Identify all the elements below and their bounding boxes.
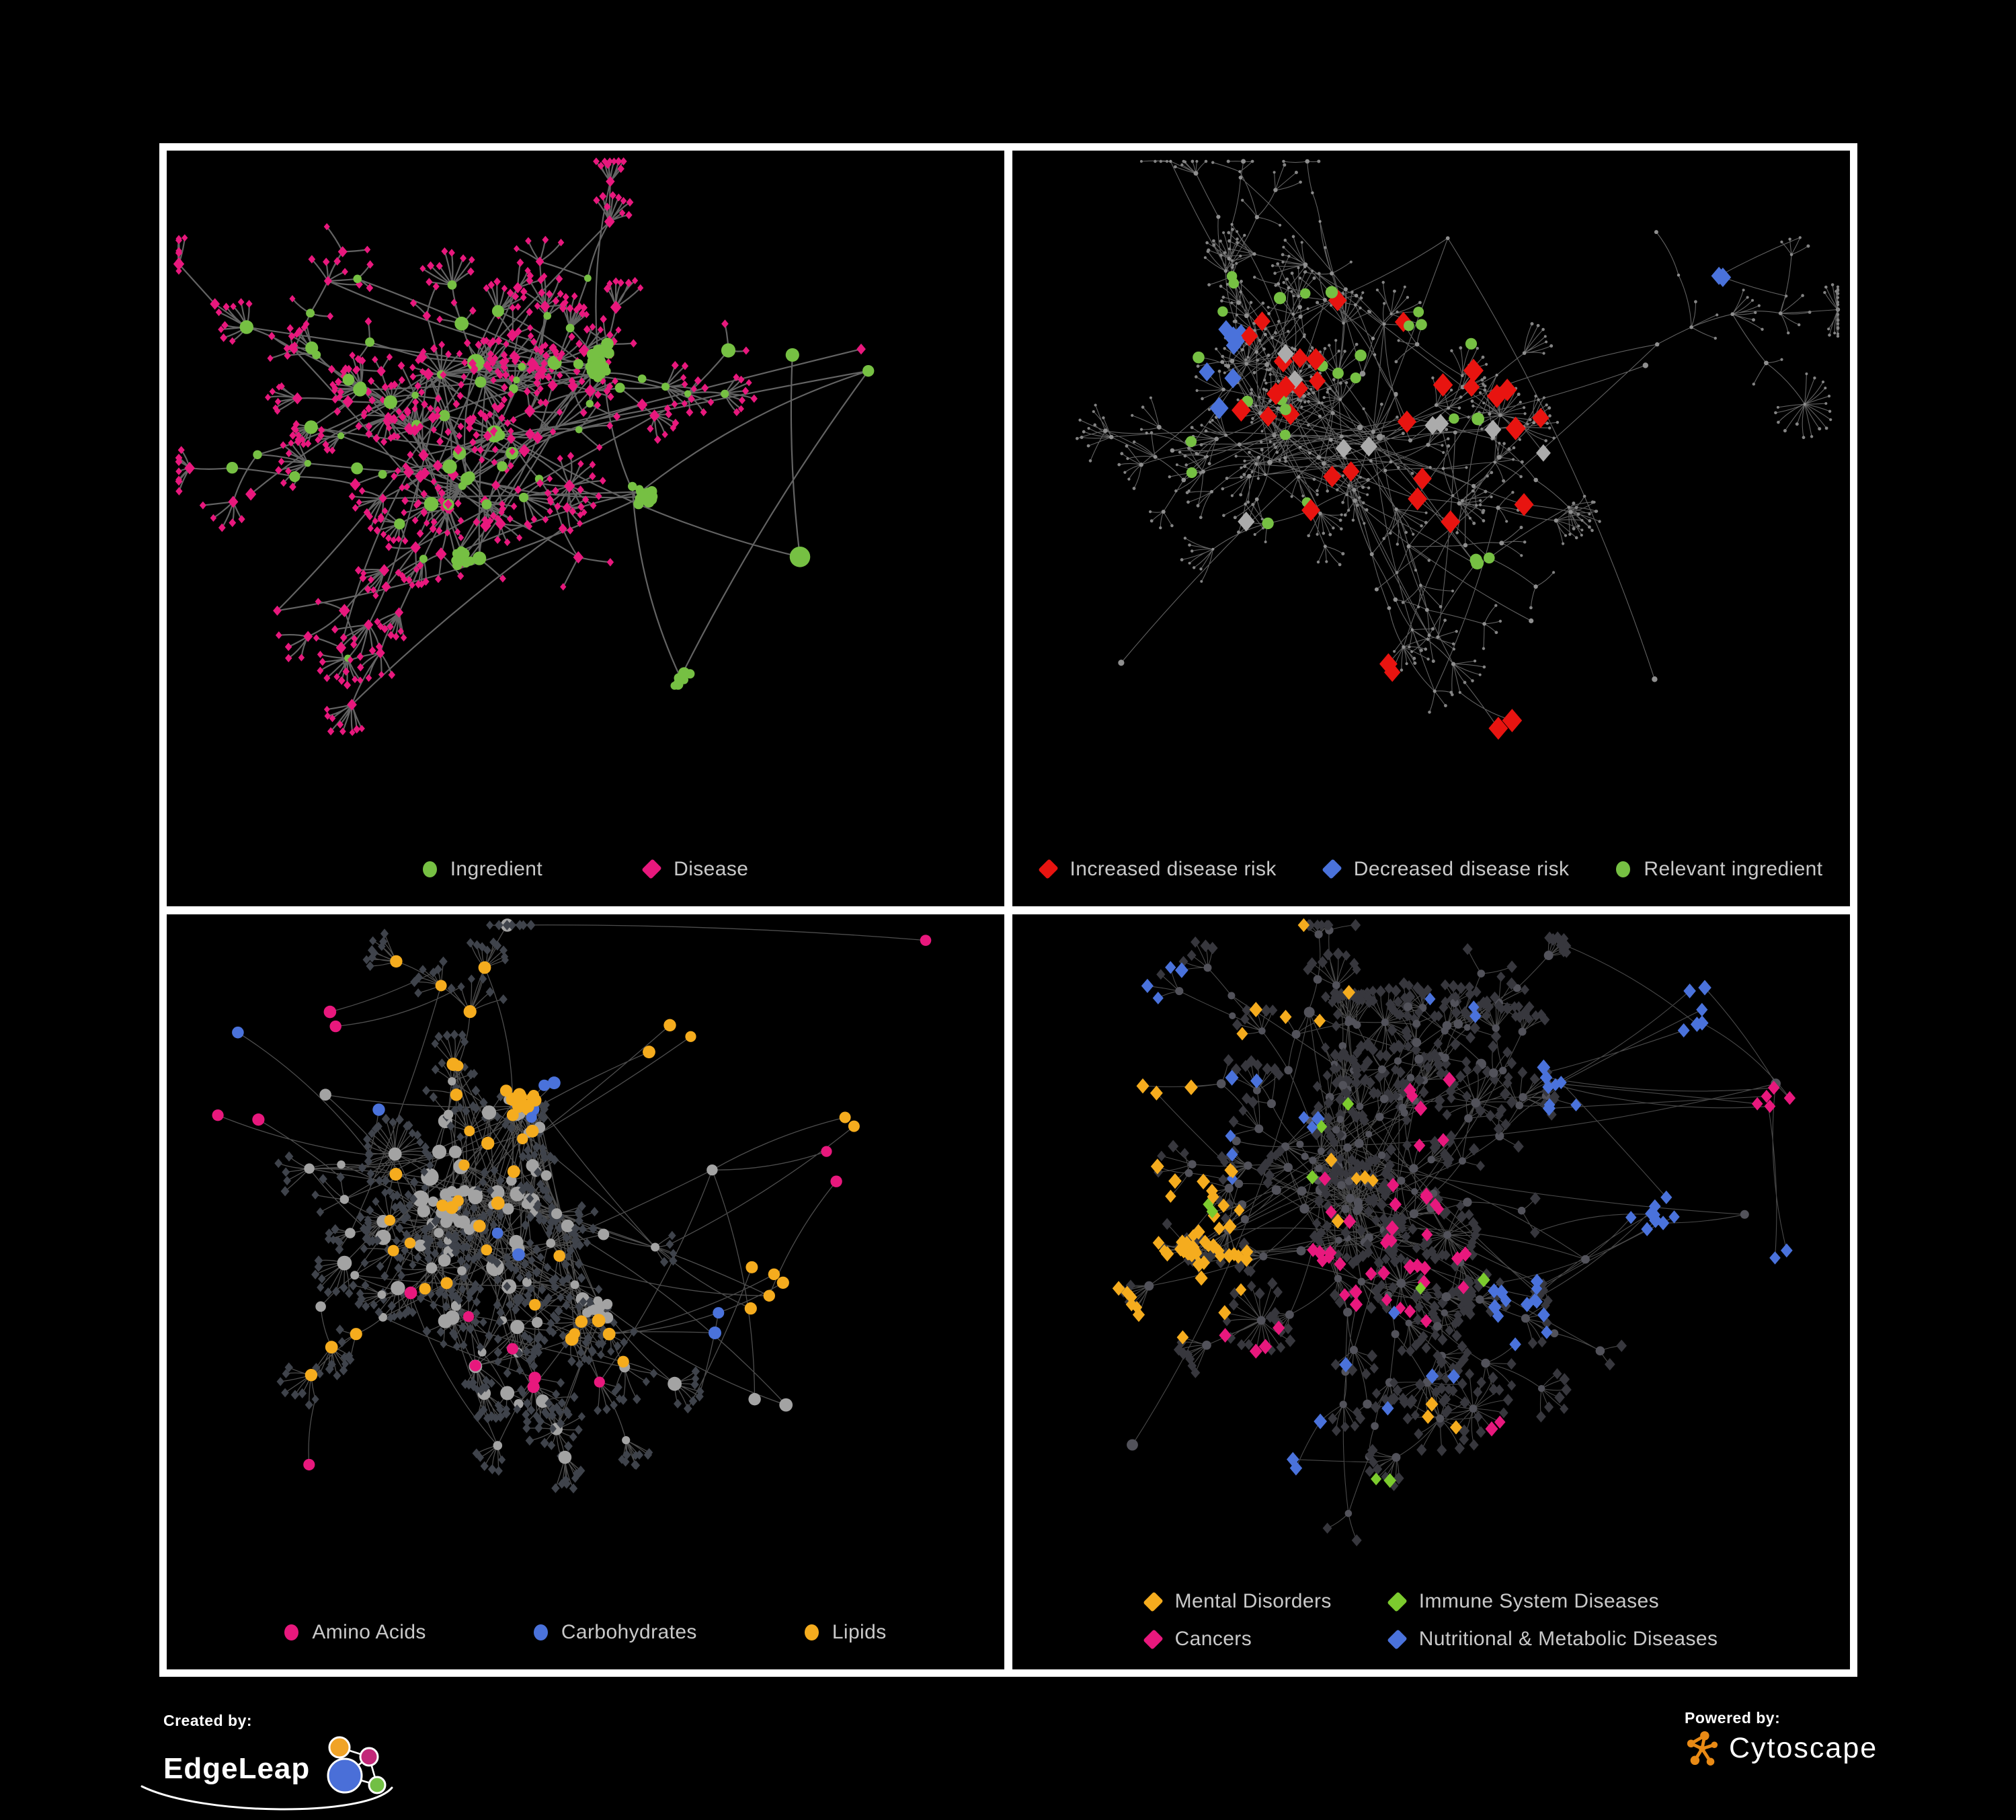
network-canvas-disease-risk	[1076, 159, 1841, 740]
cytoscape-credit: Powered by: Cytoscape	[1685, 1709, 1878, 1768]
legend-item: Disease	[641, 857, 749, 881]
circle-swatch	[533, 1624, 548, 1640]
diamond-swatch	[1037, 859, 1059, 879]
diamond-swatch	[1142, 1628, 1164, 1650]
legend-label: Increased disease risk	[1070, 857, 1277, 880]
legend-item: Lipids	[804, 1621, 887, 1644]
legend-item: Amino Acids	[284, 1621, 426, 1644]
network-canvas-ingredient-disease	[173, 157, 875, 736]
panel-disease-class-network: Mental Disorders Immune System Diseases Ca…	[1012, 914, 1850, 1669]
legend-label: Decreased disease risk	[1353, 857, 1570, 880]
legend-item: Relevant ingredient	[1616, 858, 1822, 881]
legend-label: Ingredient	[450, 857, 543, 880]
legend-item: Immune System Diseases	[1387, 1590, 1718, 1613]
diamond-swatch	[1142, 1591, 1164, 1612]
legend-label: Disease	[674, 857, 749, 880]
legend: Ingredient Disease	[180, 858, 991, 881]
created-by-label: Created by:	[163, 1712, 253, 1729]
diamond-swatch	[1322, 859, 1342, 879]
diamond-swatch	[641, 859, 662, 879]
powered-by-label: Powered by:	[1685, 1709, 1781, 1727]
legend-item: Ingredient	[422, 857, 543, 881]
legend-item: Mental Disorders	[1142, 1590, 1332, 1613]
circle-swatch	[1616, 861, 1631, 877]
legend: Mental Disorders Immune System Diseases Ca…	[1026, 1590, 1837, 1651]
legend-label: Carbohydrates	[561, 1621, 697, 1643]
edgeleap-credit: Created by: EdgeLeap	[140, 1712, 404, 1811]
legend-label: Nutritional & Metabolic Diseases	[1418, 1628, 1718, 1650]
network-canvas-disease-class	[1112, 918, 1796, 1546]
circle-swatch	[422, 861, 437, 877]
edgeleap-wordmark: EdgeLeap	[163, 1751, 311, 1785]
circle-swatch	[284, 1624, 299, 1640]
network-canvas-nutrient-class	[212, 918, 932, 1493]
panel-nutrient-class-network: Amino Acids Carbohydrates Lipids	[167, 914, 1004, 1669]
legend-label: Mental Disorders	[1174, 1590, 1332, 1612]
legend-item: Increased disease risk	[1037, 857, 1277, 881]
legend-label: Lipids	[832, 1621, 887, 1643]
legend-label: Relevant ingredient	[1644, 857, 1823, 880]
diamond-swatch	[1387, 1591, 1408, 1612]
legend-label: Amino Acids	[312, 1621, 426, 1643]
diamond-swatch	[1387, 1628, 1408, 1650]
cytoscape-wordmark: Cytoscape	[1729, 1731, 1878, 1764]
cytoscape-logo-icon	[1687, 1731, 1718, 1766]
legend-item: Cancers	[1142, 1628, 1332, 1651]
edgeleap-logo-icon	[140, 1736, 393, 1811]
legend-item: Carbohydrates	[533, 1621, 697, 1644]
legend-label: Cancers	[1174, 1628, 1252, 1650]
legend-label: Immune System Diseases	[1418, 1590, 1659, 1612]
panel-grid: Ingredient Disease Increased disease risk…	[159, 143, 1857, 1677]
legend: Amino Acids Carbohydrates Lipids	[180, 1621, 991, 1644]
legend: Increased disease risk Decreased disease …	[1026, 858, 1837, 881]
legend-item: Nutritional & Metabolic Diseases	[1387, 1628, 1718, 1651]
panel-ingredient-disease-network: Ingredient Disease	[167, 151, 1004, 906]
panel-disease-risk-network: Increased disease risk Decreased disease …	[1012, 151, 1850, 906]
legend-item: Decreased disease risk	[1322, 857, 1570, 881]
circle-swatch	[804, 1624, 819, 1640]
